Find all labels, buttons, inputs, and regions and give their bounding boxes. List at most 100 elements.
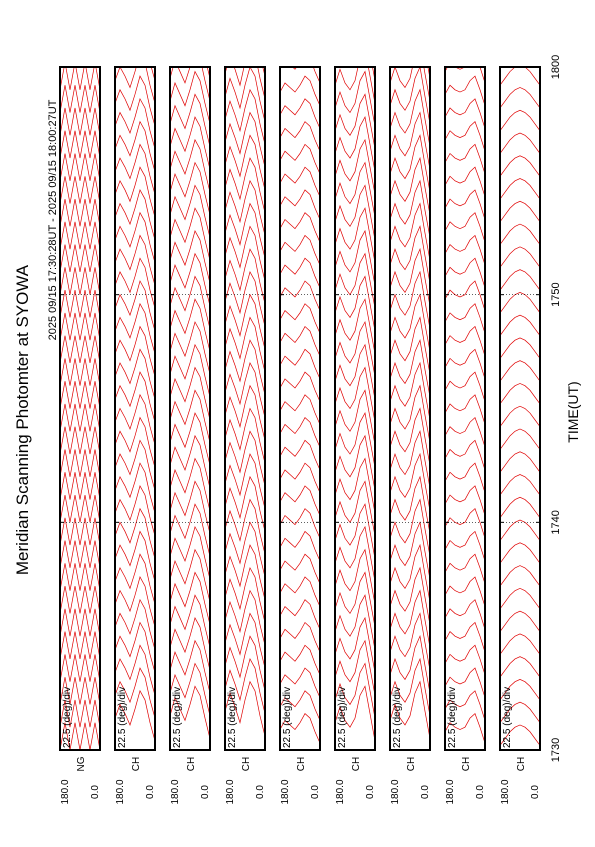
scan-trace [170, 343, 210, 398]
scan-trace [170, 389, 210, 443]
scan-trace [115, 67, 155, 104]
scan-trace [445, 280, 485, 311]
scan-trace [500, 610, 540, 632]
scan-trace [335, 366, 375, 423]
scan-trace [500, 701, 540, 723]
panel [445, 67, 485, 744]
scan-trace [335, 229, 375, 286]
scan-trace [500, 223, 540, 245]
scan-trace [500, 519, 540, 541]
scan-trace [170, 161, 210, 216]
scan-trace [115, 530, 155, 582]
scan-trace [225, 521, 265, 578]
scan-trace [60, 494, 100, 523]
scan-trace [115, 143, 155, 195]
scan-trace [225, 407, 265, 464]
scan-trace [225, 88, 265, 145]
scan-trace [500, 542, 540, 564]
scan-trace [170, 116, 210, 170]
scan-trace [225, 339, 265, 395]
scan-trace [225, 179, 265, 236]
scan-trace [225, 111, 265, 168]
scan-trace [500, 451, 540, 473]
scan-trace [115, 325, 155, 377]
scan-trace [390, 247, 430, 307]
scan-trace [445, 621, 485, 653]
scan-trace [225, 430, 265, 486]
scan-trace [115, 348, 155, 400]
scan-trace [115, 371, 155, 423]
scan-trace [60, 540, 100, 568]
scan-trace [225, 475, 265, 532]
scan-trace [60, 449, 100, 477]
angle-tick-label: 180.0 [445, 779, 456, 804]
scan-trace [445, 257, 485, 288]
scan-trace [170, 594, 210, 648]
scan-trace [445, 508, 485, 539]
scan-trace [500, 633, 540, 655]
scan-trace [390, 361, 430, 420]
scan-trace [390, 612, 430, 671]
scan-trace [170, 70, 210, 125]
x-tick-label: 1730 [550, 738, 562, 762]
angle-tick-label: 180.0 [280, 779, 291, 804]
scan-trace [390, 88, 430, 147]
scan-trace [60, 381, 100, 409]
scan-trace [390, 430, 430, 489]
scan-trace [170, 617, 210, 671]
scan-trace [500, 109, 540, 131]
scan-trace [445, 394, 485, 425]
scan-trace [335, 252, 375, 309]
scan-trace [115, 598, 155, 650]
scan-trace [390, 634, 430, 694]
scan-trace [390, 179, 430, 238]
scan-trace [280, 98, 320, 129]
scan-trace [115, 257, 155, 309]
scan-trace [445, 212, 485, 243]
scan-trace [390, 543, 430, 603]
scan-trace [500, 724, 540, 746]
panel [335, 67, 375, 741]
scan-trace [500, 178, 540, 200]
scan-trace [500, 656, 540, 678]
scan-trace [335, 662, 375, 719]
scan-trace [170, 571, 210, 625]
scan-trace [335, 480, 375, 537]
scan-trace [335, 434, 375, 491]
panel-frame [59, 66, 101, 751]
scan-trace [60, 130, 100, 159]
scan-trace [390, 270, 430, 329]
scan-trace [170, 184, 210, 238]
channel-label: CH [241, 757, 252, 771]
panel-frame [279, 66, 321, 751]
scan-trace [335, 412, 375, 468]
scan-trace [390, 316, 430, 375]
scan-trace [115, 75, 155, 127]
panel [500, 67, 540, 746]
scan-trace [335, 320, 375, 377]
scan-trace [445, 485, 485, 516]
scan-trace [60, 677, 100, 705]
scan-trace [170, 138, 210, 193]
channel-label: CH [406, 757, 417, 771]
scan-trace [390, 475, 430, 534]
scan-trace [445, 348, 485, 380]
channel-label: CH [516, 757, 527, 771]
scan-trace [170, 67, 210, 102]
scan-trace [335, 685, 375, 741]
scan-trace [225, 658, 265, 714]
channel-label: CH [461, 757, 472, 771]
angle-tick-label: 0.0 [365, 785, 376, 799]
scan-trace [390, 452, 430, 512]
scan-trace [500, 565, 540, 587]
scan-trace [280, 166, 320, 197]
scan-trace [335, 457, 375, 514]
div-label: 22.5 (deg)/div [117, 687, 128, 748]
scan-trace [445, 667, 485, 698]
scan-trace [225, 498, 265, 555]
scan-trace [445, 234, 485, 266]
div-label: 22.5 (deg)/div [62, 687, 73, 748]
scan-trace [280, 212, 320, 243]
channel-label: CH [131, 757, 142, 771]
scan-trace [500, 428, 540, 450]
